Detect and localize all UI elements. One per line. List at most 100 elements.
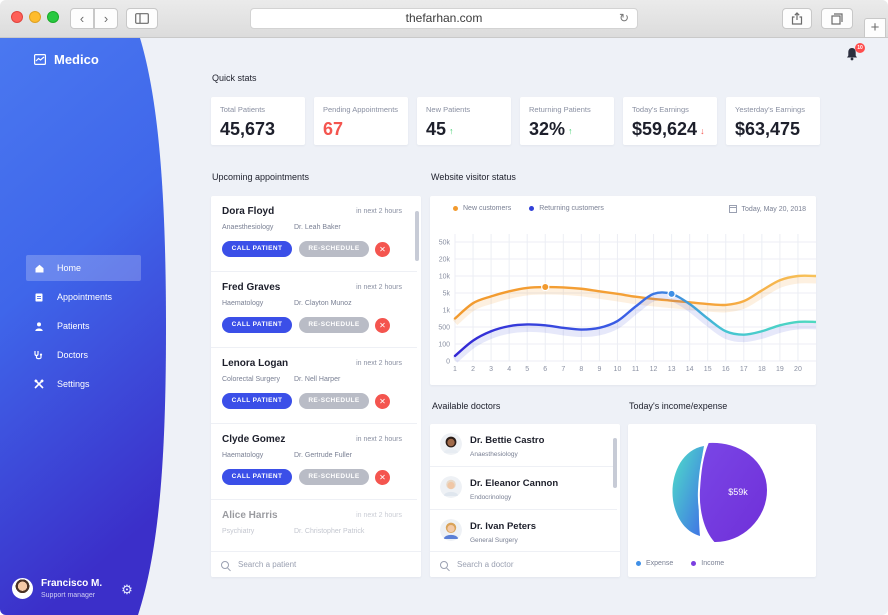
data-point[interactable] — [507, 289, 512, 294]
x-tick-label: 9 — [597, 366, 601, 373]
data-point[interactable] — [453, 353, 458, 358]
highlight-point[interactable] — [541, 282, 550, 292]
sidebar-item-patients[interactable]: Patients — [26, 313, 141, 339]
data-point[interactable] — [633, 304, 638, 309]
x-tick-label: 20 — [794, 366, 802, 373]
data-point[interactable] — [471, 338, 476, 343]
sidebar-item-appointments[interactable]: Appointments — [26, 284, 141, 310]
doctors-scrollbar[interactable] — [613, 438, 617, 488]
data-point[interactable] — [651, 291, 656, 296]
address-bar[interactable]: thefarhan.com ↻ — [250, 8, 638, 29]
appointments-card: Dora Floyd in next 2 hours Anaesthesiolo… — [211, 196, 421, 577]
trend-up-icon: ↑ — [449, 126, 454, 136]
data-point[interactable] — [615, 319, 620, 324]
forward-button[interactable]: › — [94, 8, 118, 29]
sidebar-item-home[interactable]: Home — [26, 255, 141, 281]
chart-date[interactable]: Today, May 20, 2018 — [728, 205, 806, 213]
data-point[interactable] — [777, 278, 782, 283]
data-point[interactable] — [543, 323, 548, 328]
appointment-time: in next 2 hours — [356, 512, 402, 519]
call-patient-button[interactable]: CALL PATIENT — [222, 469, 292, 485]
data-point[interactable] — [777, 323, 782, 328]
stat-value: 32% ↑ — [529, 119, 573, 139]
data-point[interactable] — [597, 325, 602, 330]
data-point[interactable] — [561, 285, 566, 290]
share-button[interactable] — [782, 8, 812, 29]
data-point[interactable] — [651, 296, 656, 301]
data-point[interactable] — [795, 319, 800, 324]
data-point[interactable] — [525, 285, 530, 290]
data-point[interactable] — [489, 294, 494, 299]
trend-up-icon: ↑ — [568, 126, 573, 136]
stat-label: Yesterday's Earnings — [735, 105, 805, 114]
call-patient-button[interactable]: CALL PATIENT — [222, 241, 292, 257]
bell-icon[interactable] — [846, 47, 858, 61]
data-point[interactable] — [633, 294, 638, 299]
reload-icon[interactable]: ↻ — [618, 11, 629, 25]
reschedule-button[interactable]: RE-SCHEDULE — [299, 317, 369, 333]
series-line-returning-customers[interactable] — [453, 291, 816, 358]
expense-slice[interactable] — [672, 446, 704, 536]
reschedule-button[interactable]: RE-SCHEDULE — [299, 469, 369, 485]
doctor-search[interactable]: Search a doctor — [430, 551, 620, 577]
cancel-appointment-button[interactable]: ✕ — [375, 318, 390, 333]
sidebar-item-doctors[interactable]: Doctors — [26, 342, 141, 368]
gear-icon[interactable]: ⚙ — [121, 582, 133, 597]
highlight-point[interactable] — [667, 289, 676, 299]
cancel-appointment-button[interactable]: ✕ — [375, 242, 390, 257]
data-point[interactable] — [759, 329, 764, 334]
doctor-item[interactable]: Dr. Ivan Peters General Surgery — [430, 510, 617, 553]
data-point[interactable] — [579, 286, 584, 291]
data-point[interactable] — [759, 288, 764, 293]
stat-value: 67 — [323, 119, 344, 139]
data-point[interactable] — [507, 324, 512, 329]
x-tick-label: 8 — [579, 366, 583, 373]
doctor-search-input[interactable]: Search a doctor — [457, 560, 514, 569]
doctor-item[interactable]: Dr. Bettie Castro Anaesthesiology — [430, 424, 617, 467]
doctor-item[interactable]: Dr. Eleanor Cannon Endocrinology — [430, 467, 617, 510]
legend-dot-income — [691, 561, 697, 566]
avatar — [440, 476, 462, 498]
tabs-overview-button[interactable] — [821, 8, 853, 29]
close-window-button[interactable] — [11, 11, 23, 23]
data-point[interactable] — [741, 299, 746, 304]
data-point[interactable] — [597, 289, 602, 294]
data-point[interactable] — [723, 302, 728, 307]
data-point[interactable] — [561, 325, 566, 330]
data-point[interactable] — [723, 329, 728, 334]
call-patient-button[interactable]: CALL PATIENT — [222, 393, 292, 409]
reschedule-button[interactable]: RE-SCHEDULE — [299, 393, 369, 409]
series-line-new-customers[interactable] — [453, 274, 816, 320]
appointments-scrollbar[interactable] — [415, 211, 419, 261]
income-slice[interactable] — [697, 440, 770, 545]
y-tick-label: 10k — [439, 274, 451, 281]
data-point[interactable] — [687, 302, 692, 307]
income-expense-chart: $59k — [672, 440, 770, 545]
data-point[interactable] — [579, 327, 584, 332]
data-point[interactable] — [471, 301, 476, 306]
data-point[interactable] — [705, 316, 710, 321]
cancel-appointment-button[interactable]: ✕ — [375, 394, 390, 409]
sidebar-item-settings[interactable]: Settings — [26, 371, 141, 397]
reschedule-button[interactable]: RE-SCHEDULE — [299, 241, 369, 257]
brand[interactable]: Medico — [34, 52, 99, 67]
minimize-window-button[interactable] — [29, 11, 41, 23]
current-user[interactable]: Francisco M. Support manager — [12, 578, 102, 599]
maximize-window-button[interactable] — [47, 11, 59, 23]
call-patient-button[interactable]: CALL PATIENT — [222, 317, 292, 333]
data-point[interactable] — [615, 291, 620, 296]
data-point[interactable] — [489, 329, 494, 334]
data-point[interactable] — [705, 302, 710, 307]
data-point[interactable] — [795, 274, 800, 279]
patient-search[interactable]: Search a patient — [211, 551, 421, 577]
data-point[interactable] — [453, 316, 458, 321]
data-point[interactable] — [525, 322, 530, 327]
back-button[interactable]: ‹ — [70, 8, 94, 29]
data-point[interactable] — [741, 332, 746, 337]
data-point[interactable] — [669, 298, 674, 303]
new-tab-button[interactable]: + — [864, 18, 886, 38]
cancel-appointment-button[interactable]: ✕ — [375, 470, 390, 485]
patient-search-input[interactable]: Search a patient — [238, 560, 297, 569]
sidebar-item-label: Patients — [57, 321, 90, 331]
sidebar-toggle-button[interactable] — [126, 8, 158, 29]
